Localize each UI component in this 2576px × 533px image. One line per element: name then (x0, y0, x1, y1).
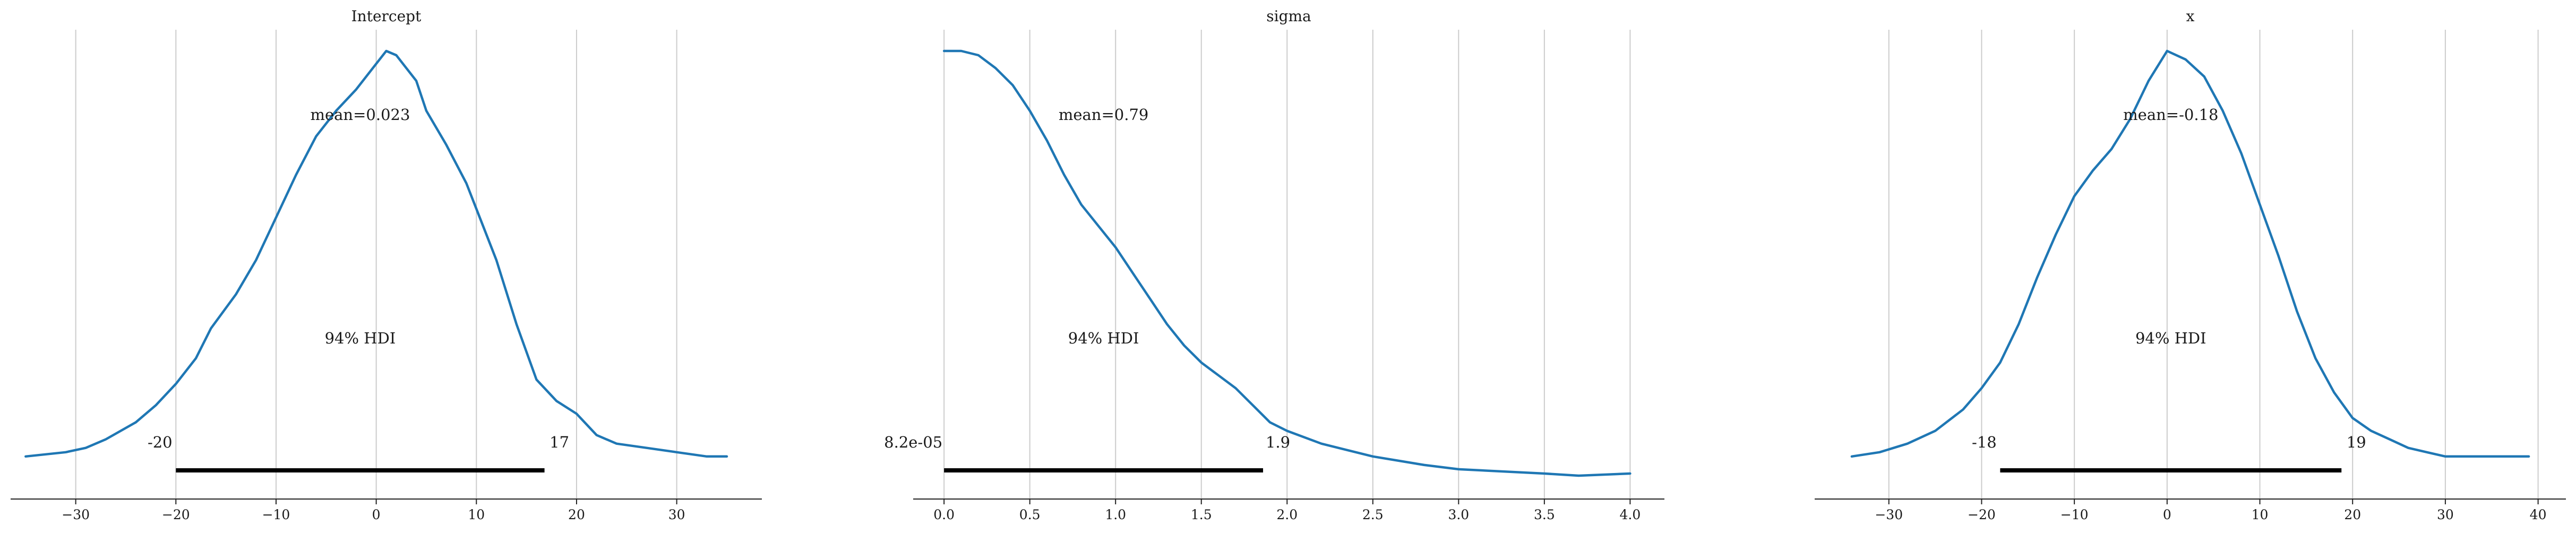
x-tick-label: −10 (2060, 507, 2089, 522)
panel-title: x (2186, 7, 2195, 25)
x-tick-label: 40 (2530, 507, 2547, 522)
x-tick-label: 10 (2252, 507, 2269, 522)
x-tick-label: 20 (568, 507, 585, 522)
grid (1888, 30, 2539, 499)
x-tick-label: 4.0 (1620, 507, 1641, 522)
x-tick-label: 2.0 (1276, 507, 1298, 522)
kde-line (1850, 49, 2530, 458)
x-tick-label: −30 (1875, 507, 1903, 522)
hdi-label: 94% HDI (2135, 329, 2206, 347)
x-tick-label: 2.5 (1362, 507, 1384, 522)
grid (75, 30, 677, 499)
panel-title: sigma (1266, 7, 1311, 25)
x-tick-label: 3.5 (1534, 507, 1555, 522)
mean-label: mean=-0.18 (2123, 106, 2218, 124)
panel-x: x mean=-0.18 94% HDI -18 19 −30 −20 −10 0 10… (1815, 7, 2566, 522)
hdi-label: 94% HDI (1068, 329, 1139, 347)
panel-sigma: sigma mean=0.79 94% HDI 8.2e-05 1.9 0.0 0… (884, 7, 1664, 522)
x-tick-label: 20 (2344, 507, 2361, 522)
x-tick-label: 3.0 (1448, 507, 1469, 522)
x-tick-label: 0 (372, 507, 381, 522)
x-ticks: 0.0 0.5 1.0 1.5 2.0 2.5 3.0 3.5 4.0 (933, 499, 1641, 522)
x-tick-label: 0.0 (933, 507, 955, 522)
x-ticks: −30 −20 −10 0 10 20 30 (62, 499, 685, 522)
grid (943, 30, 1631, 499)
x-tick-label: −20 (1968, 507, 1996, 522)
hdi-high-label: 19 (2347, 433, 2366, 451)
panel-intercept: Intercept mean=0.023 94% HDI -20 17 −30−… (11, 7, 762, 522)
x-tick-label: 30 (668, 507, 685, 522)
x-ticks: −30 −20 −10 0 10 20 30 40 (1875, 499, 2546, 522)
hdi-low-label: -20 (148, 433, 173, 451)
hdi-high-label: 1.9 (1266, 433, 1290, 451)
x-tick-label: 0.5 (1019, 507, 1041, 522)
x-tick-label: −30 (62, 507, 90, 522)
kde-line (24, 49, 728, 458)
hdi-low-label: -18 (1972, 433, 1997, 451)
x-tick-label: 1.0 (1105, 507, 1126, 522)
x-tick-label: 0 (2163, 507, 2171, 522)
x-tick-label: 30 (2437, 507, 2454, 522)
mean-label: mean=0.79 (1059, 106, 1149, 124)
hdi-high-label: 17 (549, 433, 569, 451)
x-tick-label: −20 (162, 507, 190, 522)
hdi-label: 94% HDI (325, 329, 396, 347)
mean-label: mean=0.023 (310, 106, 410, 124)
x-tick-label: −10 (262, 507, 290, 522)
hdi-low-label: 8.2e-05 (884, 433, 942, 451)
x-tick-label: 10 (468, 507, 485, 522)
panel-title: Intercept (351, 7, 422, 25)
kde-line (942, 49, 1632, 477)
x-tick-label: 1.5 (1191, 507, 1212, 522)
